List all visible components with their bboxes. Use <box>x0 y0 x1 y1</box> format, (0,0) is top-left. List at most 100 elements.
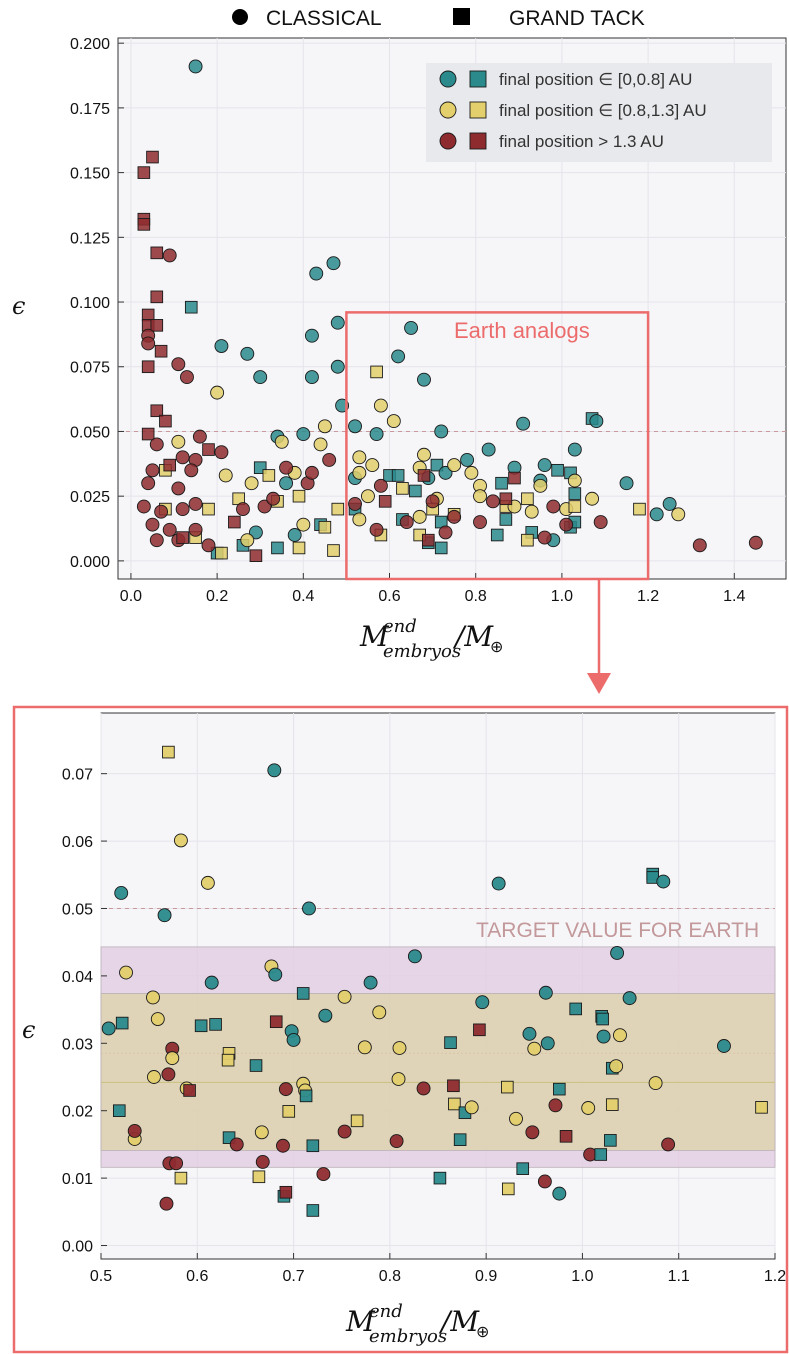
inner-grand-tack-point <box>249 1059 263 1072</box>
middle-grand-tack-point <box>501 1080 514 1094</box>
outer-grand-tack-point <box>559 1130 573 1143</box>
middle-grand-tack-point <box>521 533 534 547</box>
legend-middle-square-icon <box>469 101 487 119</box>
x-tick-label: 1.2 <box>637 588 659 605</box>
legend-middle-circle-icon <box>439 101 457 119</box>
inner-classical-point <box>417 372 431 387</box>
middle-classical-point <box>244 476 259 491</box>
inner-classical-point <box>330 359 345 374</box>
middle-classical-point <box>200 875 215 890</box>
outer-classical-point <box>266 491 281 506</box>
middle-classical-point <box>352 465 367 480</box>
middle-classical-point <box>150 1012 165 1026</box>
middle-classical-point <box>527 1041 542 1056</box>
middle-classical-point <box>524 504 539 519</box>
middle-grand-tack-point <box>202 502 215 516</box>
zoom-scatter-panel: TARGET VALUE FOR EARTH 0.5 0.6 0.7 0.8 0.9 1.… <box>12 705 789 1354</box>
outer-classical-point <box>537 1174 552 1189</box>
outer-grand-tack-point <box>499 492 513 506</box>
middle-grand-tack-point <box>252 1170 266 1184</box>
middle-classical-point <box>352 450 367 465</box>
outer-classical-point <box>169 1156 184 1171</box>
x-tick-label: 1.4 <box>723 588 745 605</box>
inner-classical-point <box>662 496 677 511</box>
middle-grand-tack-point <box>262 469 276 482</box>
outer-classical-point <box>316 1167 331 1182</box>
outer-grand-tack-point <box>378 495 392 508</box>
x-tick-label: 0.0 <box>120 588 142 605</box>
outer-classical-point <box>184 463 199 478</box>
zoom-arrow <box>587 578 611 694</box>
target-value-label: TARGET VALUE FOR EARTH <box>476 919 759 942</box>
inner-classical-point <box>481 442 496 457</box>
inner-classical-point <box>537 458 552 473</box>
x-tick-label: 0.4 <box>292 588 314 605</box>
middle-classical-point <box>417 447 431 462</box>
middle-grand-tack-point <box>292 489 306 503</box>
y-tick-label: 0.175 <box>70 101 110 118</box>
svg-text:embryos: embryos <box>383 641 461 662</box>
outer-grand-tack-point <box>141 427 155 441</box>
zoom-points <box>101 745 768 1217</box>
inner-grand-tack-point <box>115 1016 129 1030</box>
y-tick-label: 0.06 <box>62 834 93 851</box>
outer-classical-point <box>201 538 216 553</box>
x-tick-label: 0.8 <box>379 1268 401 1285</box>
middle-classical-point <box>473 489 487 504</box>
main-y-axis-label: ϵ <box>12 292 25 320</box>
outer-classical-point <box>145 463 160 478</box>
middle-classical-point <box>392 1041 407 1055</box>
middle-classical-point <box>361 489 375 504</box>
middle-grand-tack-point <box>605 1098 619 1111</box>
middle-classical-point <box>165 1051 180 1066</box>
outer-grand-tack-point <box>150 246 164 260</box>
middle-classical-point <box>240 533 255 548</box>
main-points <box>136 59 763 563</box>
y-tick-label: 0.03 <box>62 1036 93 1053</box>
y-tick-label: 0.04 <box>62 969 93 986</box>
middle-classical-point <box>274 434 289 449</box>
svg-text:⊕: ⊕ <box>490 639 503 656</box>
middle-classical-point <box>337 989 352 1004</box>
svg-text:M: M <box>359 620 390 653</box>
inner-grand-tack-point <box>490 528 504 542</box>
middle-grand-tack-point <box>755 1101 768 1114</box>
outer-grand-tack-point <box>150 290 164 304</box>
outer-grand-tack-point <box>159 414 172 428</box>
outer-classical-point <box>438 525 453 540</box>
zoom-x-axis-label: M end embryos /M ⊕ <box>345 1301 489 1347</box>
inner-classical-point <box>267 763 282 778</box>
inner-classical-point <box>540 1036 555 1051</box>
inner-classical-point <box>552 1186 567 1201</box>
inner-classical-point <box>434 424 449 439</box>
inner-classical-point <box>610 946 625 960</box>
middle-grand-tack-point <box>174 1171 188 1185</box>
middle-classical-point <box>447 458 462 473</box>
middle-classical-point <box>146 990 160 1005</box>
inner-grand-tack-point <box>391 469 405 482</box>
outer-classical-point <box>145 517 160 532</box>
outer-classical-point <box>192 429 207 444</box>
inner-classical-point <box>438 465 453 480</box>
legend-entry-middle: final position ∈ [0.8,1.3] AU <box>499 101 707 120</box>
middle-classical-point <box>386 414 401 429</box>
y-tick-label: 0.02 <box>62 1104 93 1121</box>
outer-classical-point <box>162 522 177 537</box>
middle-classical-point <box>464 1100 479 1115</box>
outer-classical-point <box>171 357 186 372</box>
outer-classical-point <box>748 535 763 550</box>
outer-classical-point <box>236 502 250 517</box>
middle-grand-tack-point <box>327 544 340 557</box>
legend-inner-square-icon <box>469 70 487 88</box>
outer-classical-point <box>159 1196 174 1211</box>
y-tick-label: 0.01 <box>62 1171 93 1188</box>
outer-classical-point <box>337 1124 352 1139</box>
inner-grand-tack-point <box>306 1139 320 1153</box>
inner-classical-point <box>348 419 362 434</box>
outer-classical-point <box>447 509 462 524</box>
middle-classical-point <box>147 1070 161 1084</box>
outer-classical-point <box>425 494 440 509</box>
inner-classical-point <box>304 370 319 385</box>
middle-classical-point <box>567 473 582 488</box>
